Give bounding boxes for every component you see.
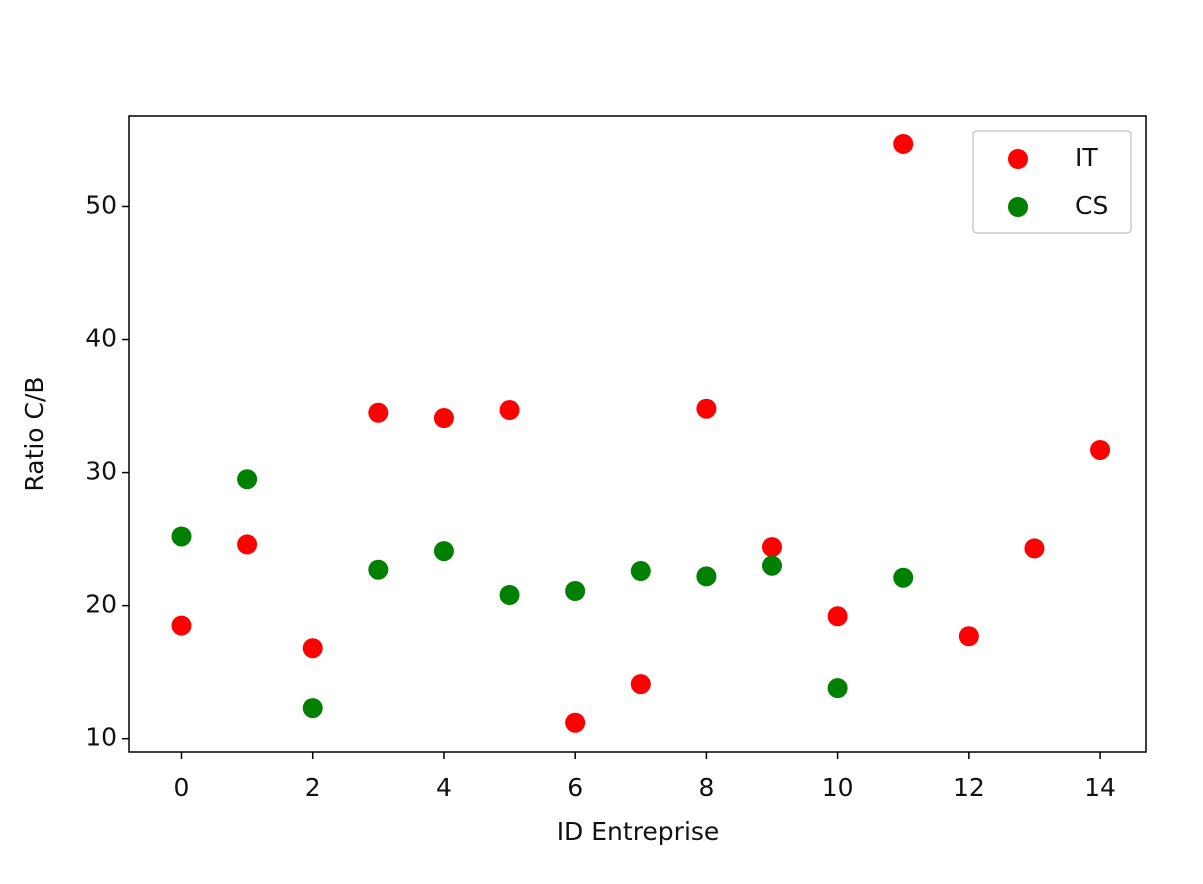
legend-marker bbox=[1008, 149, 1028, 169]
y-tick-label: 50 bbox=[85, 190, 117, 219]
point bbox=[433, 408, 454, 429]
point bbox=[630, 561, 651, 582]
point bbox=[565, 712, 586, 733]
point bbox=[237, 534, 258, 555]
plot-frame bbox=[128, 115, 1147, 753]
point bbox=[565, 581, 586, 602]
point bbox=[958, 626, 979, 647]
legend-label: IT bbox=[1075, 143, 1098, 172]
point bbox=[499, 584, 520, 605]
point bbox=[171, 615, 192, 636]
legend-label: CS bbox=[1075, 191, 1108, 220]
point bbox=[1090, 439, 1111, 460]
point bbox=[696, 398, 717, 419]
point bbox=[762, 555, 783, 576]
point bbox=[368, 559, 389, 580]
y-tick-label: 20 bbox=[85, 590, 117, 619]
point bbox=[630, 674, 651, 695]
point bbox=[302, 638, 323, 659]
point bbox=[893, 133, 914, 154]
point bbox=[1024, 538, 1045, 559]
x-axis-label: ID Entreprise bbox=[557, 817, 720, 846]
point bbox=[368, 402, 389, 423]
point bbox=[171, 526, 192, 547]
point bbox=[302, 698, 323, 719]
y-tick-label: 10 bbox=[85, 723, 117, 752]
point bbox=[893, 567, 914, 588]
x-tick-label: 0 bbox=[174, 773, 190, 802]
x-tick-label: 2 bbox=[305, 773, 321, 802]
point bbox=[433, 541, 454, 562]
x-tick-label: 6 bbox=[567, 773, 583, 802]
point bbox=[827, 678, 848, 699]
point bbox=[696, 566, 717, 587]
y-axis-label: Ratio C/B bbox=[20, 376, 49, 491]
legend-marker bbox=[1008, 197, 1028, 217]
x-tick-label: 10 bbox=[822, 773, 854, 802]
point bbox=[827, 606, 848, 627]
point bbox=[762, 537, 783, 558]
x-tick-label: 8 bbox=[698, 773, 714, 802]
point bbox=[499, 400, 520, 421]
x-tick-label: 14 bbox=[1084, 773, 1116, 802]
x-tick-label: 4 bbox=[436, 773, 452, 802]
x-tick-label: 12 bbox=[953, 773, 985, 802]
y-tick-label: 40 bbox=[85, 324, 117, 353]
y-tick-label: 30 bbox=[85, 457, 117, 486]
point bbox=[237, 469, 258, 490]
